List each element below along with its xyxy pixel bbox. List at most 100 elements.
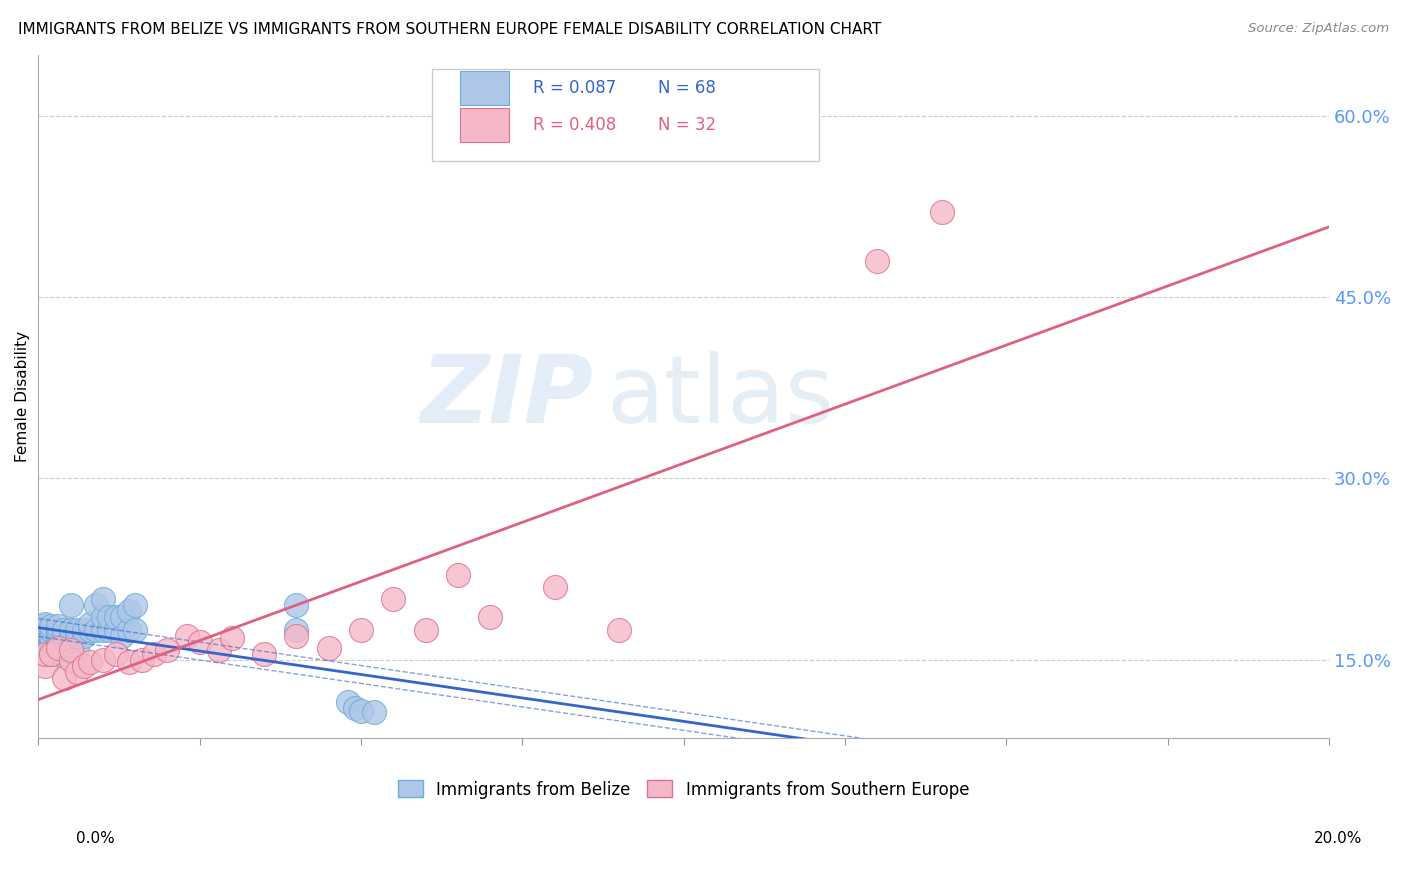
Point: [39, 629, 62, 643]
Point: [79, 655, 101, 669]
Point: [59, 623, 82, 637]
Point: [34, 629, 56, 643]
Point: [208, 643, 231, 657]
Point: [34, 619, 56, 633]
Point: [34, 629, 56, 643]
Point: [350, 623, 373, 637]
Point: [131, 653, 153, 667]
Point: [59, 653, 82, 667]
Point: [34, 623, 56, 637]
Point: [91, 610, 114, 624]
Point: [66, 640, 89, 655]
Point: [91, 623, 114, 637]
Point: [34, 647, 56, 661]
Point: [34, 623, 56, 637]
Point: [91, 653, 114, 667]
Point: [59, 634, 82, 648]
Point: [34, 623, 56, 637]
Point: [285, 599, 308, 613]
Point: [46, 625, 69, 640]
Point: [66, 623, 89, 637]
Point: [53, 623, 76, 637]
Point: [66, 629, 89, 643]
Point: [39, 634, 62, 648]
Point: [479, 610, 502, 624]
Point: [363, 705, 385, 719]
Point: [34, 626, 56, 640]
Point: [46, 640, 69, 655]
Point: [118, 655, 141, 669]
Point: [59, 629, 82, 643]
Point: [39, 623, 62, 637]
Point: [53, 629, 76, 643]
Point: [124, 623, 146, 637]
Point: [350, 704, 373, 718]
Point: [118, 623, 141, 637]
Text: N = 32: N = 32: [658, 116, 716, 135]
Point: [343, 701, 366, 715]
Point: [176, 629, 198, 643]
Point: [53, 671, 76, 685]
Bar: [460, 71, 509, 105]
Point: [39, 631, 62, 645]
Y-axis label: Female Disability: Female Disability: [15, 331, 30, 462]
Point: [34, 647, 56, 661]
Point: [34, 623, 56, 637]
Point: [46, 640, 69, 655]
Text: 0.0%: 0.0%: [76, 831, 115, 846]
Point: [79, 616, 101, 631]
Point: [46, 619, 69, 633]
Point: [104, 623, 127, 637]
Point: [34, 625, 56, 640]
Point: [34, 640, 56, 655]
Point: [931, 205, 953, 219]
Point: [79, 623, 101, 637]
Point: [285, 629, 308, 643]
Point: [34, 623, 56, 637]
Point: [46, 623, 69, 637]
Point: [53, 640, 76, 655]
Text: Source: ZipAtlas.com: Source: ZipAtlas.com: [1249, 22, 1389, 36]
Point: [34, 616, 56, 631]
Point: [607, 623, 630, 637]
Point: [34, 658, 56, 673]
Point: [124, 599, 146, 613]
Point: [86, 599, 108, 613]
Point: [46, 647, 69, 661]
Point: [415, 623, 437, 637]
Text: R = 0.408: R = 0.408: [533, 116, 616, 135]
Point: [104, 610, 127, 624]
Point: [188, 634, 211, 648]
Text: IMMIGRANTS FROM BELIZE VS IMMIGRANTS FROM SOUTHERN EUROPE FEMALE DISABILITY CORR: IMMIGRANTS FROM BELIZE VS IMMIGRANTS FRO…: [18, 22, 882, 37]
Point: [34, 634, 56, 648]
Point: [543, 580, 565, 594]
Point: [39, 640, 62, 655]
Point: [866, 253, 889, 268]
FancyBboxPatch shape: [432, 69, 820, 161]
Point: [72, 658, 94, 673]
Text: 20.0%: 20.0%: [1315, 831, 1362, 846]
Point: [91, 592, 114, 607]
Point: [221, 631, 243, 645]
Legend: Immigrants from Belize, Immigrants from Southern Europe: Immigrants from Belize, Immigrants from …: [391, 773, 976, 805]
Point: [98, 623, 121, 637]
Point: [34, 634, 56, 648]
Point: [318, 640, 340, 655]
Point: [46, 629, 69, 643]
Text: ZIP: ZIP: [420, 351, 593, 442]
Point: [39, 637, 62, 651]
Point: [72, 623, 94, 637]
Point: [34, 623, 56, 637]
Text: atlas: atlas: [606, 351, 835, 442]
Point: [72, 629, 94, 643]
Point: [111, 629, 134, 643]
Point: [86, 623, 108, 637]
Point: [111, 610, 134, 624]
Point: [66, 665, 89, 679]
Point: [34, 629, 56, 643]
Point: [143, 647, 166, 661]
Point: [34, 629, 56, 643]
Point: [59, 643, 82, 657]
Point: [59, 599, 82, 613]
Bar: [460, 108, 509, 143]
